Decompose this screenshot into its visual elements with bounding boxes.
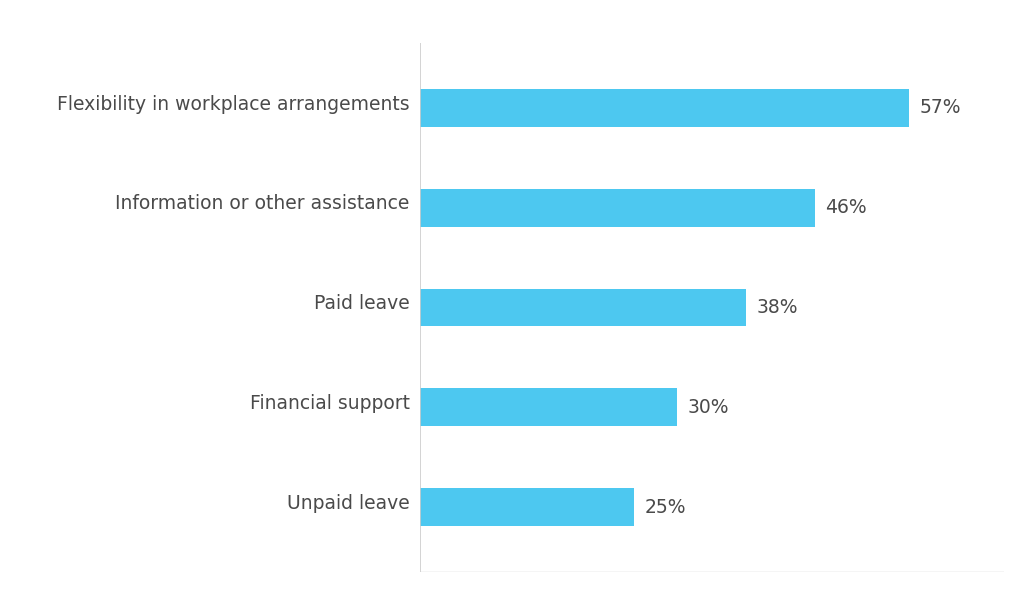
Text: Paid leave: Paid leave [313,294,410,313]
Text: Flexibility in workplace arrangements: Flexibility in workplace arrangements [57,95,410,114]
Bar [420,288,746,327]
Text: Financial support: Financial support [250,394,410,413]
Text: 46%: 46% [825,198,866,217]
Text: 30%: 30% [688,398,729,417]
Text: 38%: 38% [757,298,798,317]
Bar [420,488,635,526]
Bar [420,189,815,227]
Text: Information or other assistance: Information or other assistance [116,194,410,213]
Text: 57%: 57% [920,98,961,117]
Bar [420,388,677,426]
Text: 25%: 25% [645,498,686,517]
Bar [420,89,909,127]
Text: Unpaid leave: Unpaid leave [287,494,410,513]
